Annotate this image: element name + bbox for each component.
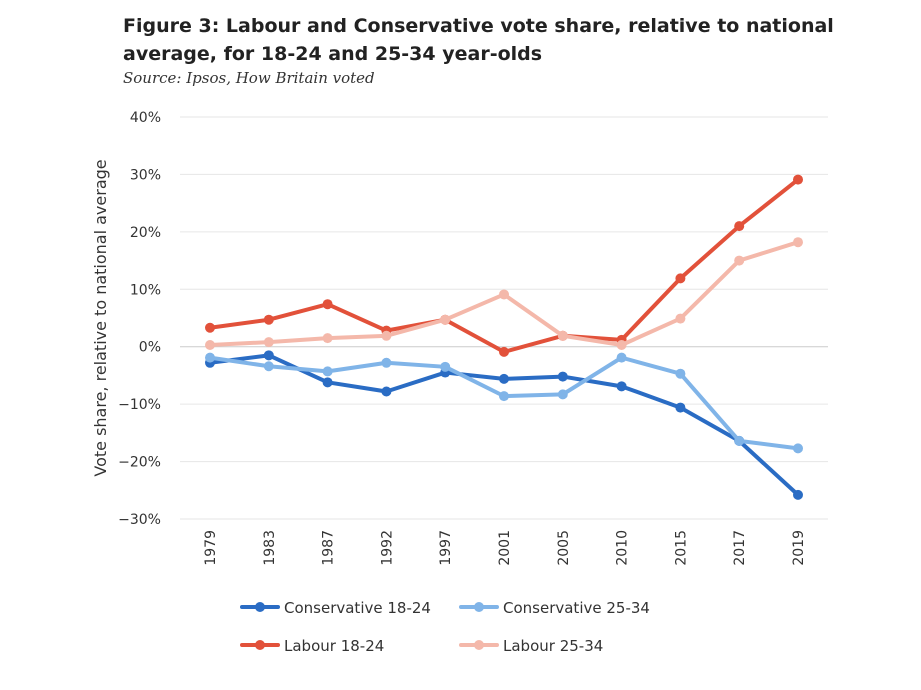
data-point — [263, 314, 274, 325]
x-tick-label: 2017 — [732, 530, 748, 566]
y-tick-labels: 40% 30% 20% 10% 0% −10% −20% −30% — [118, 110, 161, 528]
data-point — [675, 273, 686, 284]
data-point — [616, 352, 627, 363]
series-line — [208, 177, 800, 354]
legend-label: Conservative 25-34 — [503, 599, 650, 617]
x-tick-label: 1987 — [321, 530, 337, 566]
series-line — [208, 355, 800, 451]
data-point — [499, 373, 509, 384]
legend-item: Labour 18-24 — [240, 637, 384, 655]
series-conservative-25-34 — [205, 352, 803, 454]
y-tick-label: 20% — [130, 225, 161, 241]
data-point — [322, 377, 333, 388]
data-point — [263, 337, 274, 348]
data-point — [381, 386, 392, 397]
legend-swatch-marker — [474, 602, 484, 612]
data-point — [440, 314, 451, 325]
y-tick-label: 40% — [130, 110, 161, 126]
data-point — [734, 255, 745, 266]
x-tick-label: 2010 — [615, 530, 631, 566]
y-tick-label: 0% — [139, 340, 161, 356]
series-lines — [205, 174, 803, 500]
x-tick-label: 2015 — [673, 530, 689, 566]
x-tick-label: 2001 — [497, 530, 513, 566]
data-point — [616, 381, 627, 392]
x-tick-label: 1983 — [262, 530, 278, 566]
data-point — [675, 313, 686, 324]
legend-item: Labour 25-34 — [459, 637, 603, 655]
x-tick-label: 1992 — [379, 530, 395, 566]
y-tick-label: 10% — [130, 282, 161, 298]
data-point — [205, 322, 215, 333]
data-point — [793, 174, 803, 185]
data-point — [263, 361, 274, 372]
legend: Conservative 18-24 Conservative 25-34 Labo… — [240, 599, 650, 655]
legend-label: Conservative 18-24 — [284, 599, 431, 617]
y-tick-label: −20% — [118, 455, 161, 471]
legend-label: Labour 18-24 — [284, 637, 384, 655]
data-point — [734, 435, 745, 446]
data-point — [793, 443, 803, 454]
legend-item: Conservative 25-34 — [459, 599, 650, 617]
series-conservative-18-24 — [205, 350, 803, 500]
data-point — [381, 330, 392, 341]
data-point — [499, 391, 509, 402]
data-point — [322, 299, 333, 310]
data-point — [557, 330, 568, 341]
legend-swatch-marker — [255, 640, 265, 650]
data-point — [440, 361, 451, 372]
y-tick-label: −10% — [118, 397, 161, 413]
data-point — [616, 339, 627, 350]
legend-swatch-marker — [255, 602, 265, 612]
legend-item: Conservative 18-24 — [240, 599, 431, 617]
data-point — [322, 366, 333, 377]
data-point — [675, 368, 686, 379]
legend-swatch-marker — [474, 640, 484, 650]
data-point — [499, 289, 509, 300]
data-point — [793, 489, 803, 500]
series-labour-18-24 — [205, 174, 803, 357]
chart-source: Source: Ipsos, How Britain voted — [123, 69, 375, 87]
x-tick-label: 2019 — [791, 530, 807, 566]
y-tick-label: 30% — [130, 167, 161, 183]
data-point — [322, 333, 333, 344]
x-tick-label: 1997 — [438, 530, 454, 566]
y-axis-label: Vote share, relative to national average — [91, 159, 110, 476]
chart-title: Figure 3: Labour and Conservative vote s… — [123, 15, 834, 65]
y-tick-label: −30% — [118, 512, 161, 528]
data-point — [205, 352, 215, 363]
data-point — [734, 221, 745, 232]
data-point — [263, 350, 274, 361]
data-point — [557, 389, 568, 400]
gridlines — [180, 116, 828, 520]
data-point — [205, 339, 215, 350]
data-point — [499, 346, 509, 357]
series-labour-25-34 — [205, 237, 803, 350]
x-tick-label: 2005 — [556, 530, 572, 566]
data-point — [557, 371, 568, 382]
x-tick-labels: 1979 1983 1987 1992 1997 2001 2005 2010 2015 2017… — [203, 530, 807, 566]
data-point — [675, 402, 686, 413]
data-point — [381, 357, 392, 368]
data-point — [793, 237, 803, 248]
x-tick-label: 1979 — [203, 530, 219, 566]
legend-label: Labour 25-34 — [503, 637, 603, 655]
